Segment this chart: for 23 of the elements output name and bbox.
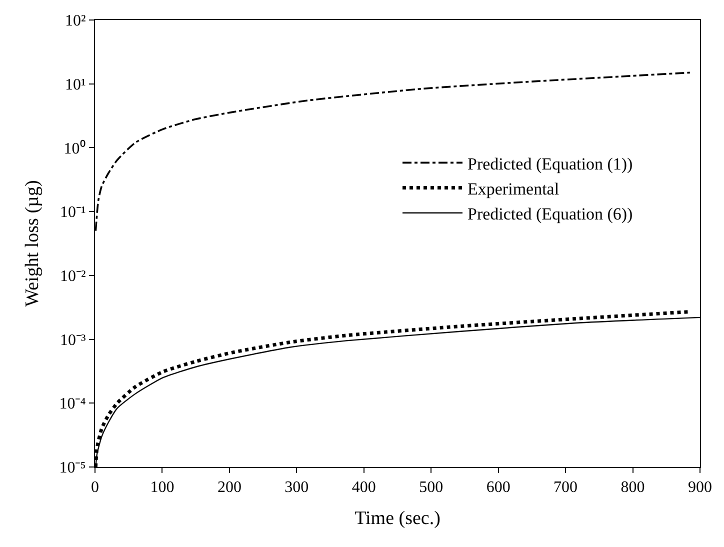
y-tick-label: 10⁻² [60,268,86,286]
y-tick-label: 10² [65,12,86,30]
y-tick-label: 10⁻³ [60,332,86,349]
x-tick-label: 600 [486,479,510,496]
y-tick-label: 10⁰ [64,139,86,158]
x-tick-label: 300 [284,479,309,496]
y-axis-title: Weight loss (µg) [22,180,44,307]
legend-label: Predicted (Equation (6)) [468,204,633,224]
x-tick-label: 200 [217,479,242,496]
x-tick-label: 400 [352,479,376,496]
y-tick-label: 10⁻¹ [60,204,86,222]
x-tick-label: 700 [554,479,578,496]
x-tick-label: 800 [620,479,645,496]
x-tick-label: 0 [91,479,99,496]
x-tick-label: 100 [150,479,174,496]
x-tick-label: 500 [419,479,444,496]
legend-label: Experimental [468,179,560,198]
y-tick-label: 10⁻⁵ [59,460,86,477]
y-tick-label: 10⁻⁴ [59,396,86,413]
legend-label: Predicted (Equation (1)) [468,154,633,174]
x-axis-title: Time (sec.) [354,508,440,529]
x-tick-label: 900 [688,479,712,496]
y-tick-label: 10¹ [65,76,86,94]
